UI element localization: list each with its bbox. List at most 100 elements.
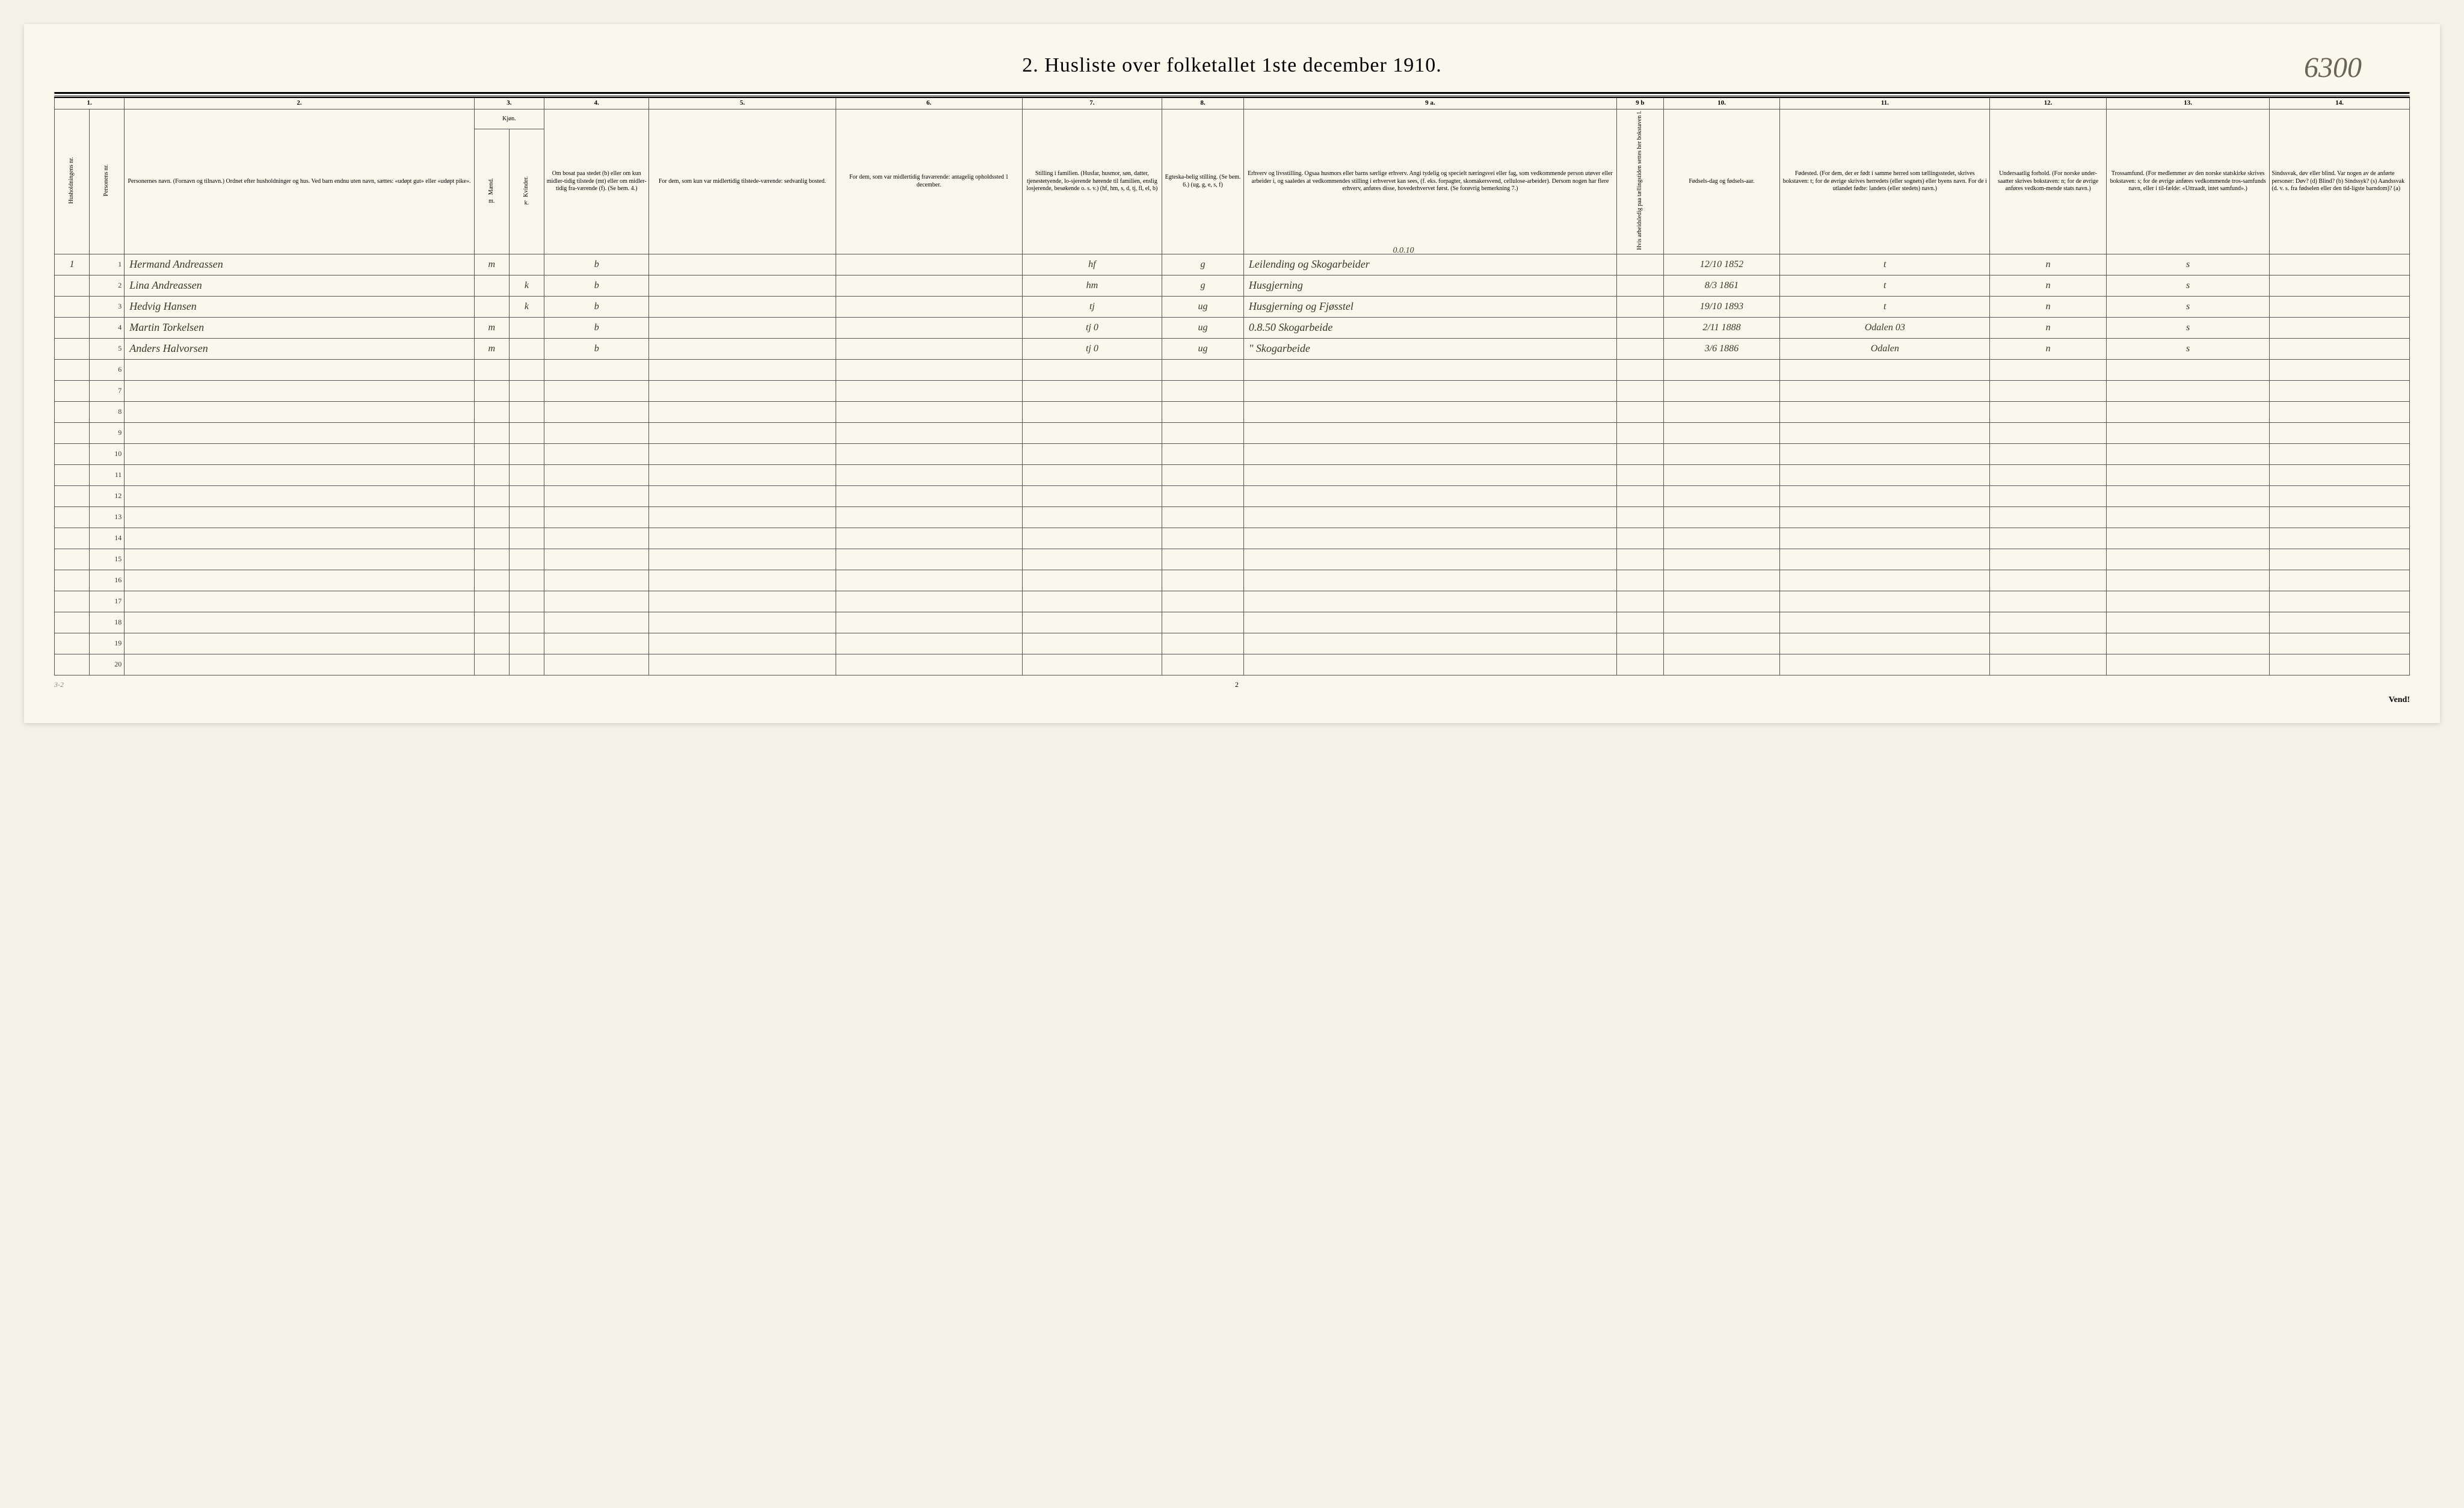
cell-household <box>55 570 90 591</box>
cell-empty <box>2107 464 2270 485</box>
cell-religion: s <box>2107 317 2270 338</box>
cell-empty <box>1162 528 1244 549</box>
cell-family-pos: tj 0 <box>1022 338 1162 359</box>
cell-empty <box>1617 401 1664 422</box>
cell-religion: s <box>2107 296 2270 317</box>
cell-empty <box>1243 633 1616 654</box>
cell-unemployed <box>1617 275 1664 296</box>
cell-empty <box>649 612 836 633</box>
cell-empty <box>1617 443 1664 464</box>
hdr-disability: Sindssvak, døv eller blind. Var nogen av… <box>2270 109 2410 254</box>
cell-empty <box>1617 570 1664 591</box>
hdr-sex: Kjøn. <box>474 109 544 129</box>
hdr-birthplace: Fødested. (For dem, der er født i samme … <box>1780 109 1990 254</box>
cell-empty <box>1162 612 1244 633</box>
cell-empty <box>2270 422 2410 443</box>
handwritten-number: 6300 <box>2304 51 2362 84</box>
cell-person-nr: 8 <box>90 401 125 422</box>
cell-household <box>55 275 90 296</box>
cell-person-nr: 16 <box>90 570 125 591</box>
hdr-temp-absent: For dem, som var midlertidig fraværende:… <box>836 109 1022 254</box>
cell-empty <box>1243 506 1616 528</box>
cell-empty <box>474 506 509 528</box>
cell-empty <box>125 612 474 633</box>
table-row-empty: 19 <box>55 633 2410 654</box>
cell-empty <box>836 591 1022 612</box>
cell-residence: b <box>544 254 649 275</box>
cell-empty <box>649 506 836 528</box>
cell-empty <box>649 654 836 675</box>
cell-empty <box>1243 612 1616 633</box>
cell-empty <box>2107 401 2270 422</box>
cell-empty <box>125 570 474 591</box>
cell-person-nr: 7 <box>90 380 125 401</box>
cell-empty <box>509 549 544 570</box>
cell-unemployed <box>1617 296 1664 317</box>
hdr-temp-present: For dem, som kun var midlertidig tilsted… <box>649 109 836 254</box>
cell-empty <box>2107 654 2270 675</box>
cell-household: 1 <box>55 254 90 275</box>
cell-empty <box>544 506 649 528</box>
cell-person-nr: 15 <box>90 549 125 570</box>
cell-empty <box>1617 633 1664 654</box>
cell-birthplace: t <box>1780 275 1990 296</box>
cell-empty <box>649 570 836 591</box>
cell-household <box>55 485 90 506</box>
cell-empty <box>1617 485 1664 506</box>
cell-occupation: " Skogarbeide <box>1243 338 1616 359</box>
hdr-marital: Egteska-belig stilling. (Se bem. 6.) (ug… <box>1162 109 1244 254</box>
cell-empty <box>544 612 649 633</box>
cell-empty <box>1243 549 1616 570</box>
cell-empty <box>474 591 509 612</box>
cell-empty <box>509 401 544 422</box>
cell-person-nr: 11 <box>90 464 125 485</box>
cell-unemployed <box>1617 254 1664 275</box>
cell-family-pos: hm <box>1022 275 1162 296</box>
hdr-household-nr: Husholdningens nr. <box>55 109 90 254</box>
vend-label: Vend! <box>54 695 2410 705</box>
cell-empty <box>1663 633 1780 654</box>
cell-household <box>55 506 90 528</box>
cell-empty <box>544 380 649 401</box>
census-table: 1. 2. 3. 4. 5. 6. 7. 8. 9 a. 9 b 10. 11.… <box>54 97 2410 676</box>
cell-temp-absent <box>836 254 1022 275</box>
cell-empty <box>544 528 649 549</box>
cell-empty <box>1022 633 1162 654</box>
cell-empty <box>1780 528 1990 549</box>
cell-person-nr: 12 <box>90 485 125 506</box>
cell-household <box>55 464 90 485</box>
cell-empty <box>1780 359 1990 380</box>
cell-empty <box>1162 401 1244 422</box>
cell-empty <box>1162 549 1244 570</box>
cell-empty <box>1663 654 1780 675</box>
cell-empty <box>1617 359 1664 380</box>
table-row-empty: 18 <box>55 612 2410 633</box>
cell-empty <box>1990 422 2107 443</box>
cell-empty <box>509 422 544 443</box>
cell-empty <box>836 359 1022 380</box>
table-row: 11Hermand AndreassenmbhfgLeilending og S… <box>55 254 2410 275</box>
cell-occupation: Husgjerning og Fjøsstel <box>1243 296 1616 317</box>
cell-family-pos: tj 0 <box>1022 317 1162 338</box>
hdr-birthdate: Fødsels-dag og fødsels-aar. <box>1663 109 1780 254</box>
cell-empty <box>649 485 836 506</box>
cell-birthdate: 8/3 1861 <box>1663 275 1780 296</box>
table-row-empty: 17 <box>55 591 2410 612</box>
cell-family-pos: hf <box>1022 254 1162 275</box>
cell-empty <box>544 401 649 422</box>
cell-household <box>55 591 90 612</box>
cell-empty <box>125 443 474 464</box>
footer: 3-2 2 <box>54 680 2410 689</box>
cell-person-nr: 19 <box>90 633 125 654</box>
cell-occupation: Husgjerning <box>1243 275 1616 296</box>
cell-empty <box>1990 570 2107 591</box>
colnum-12: 12. <box>1990 97 2107 109</box>
colnum-8: 8. <box>1162 97 1244 109</box>
cell-empty <box>2107 443 2270 464</box>
cell-empty <box>2270 401 2410 422</box>
cell-empty <box>1780 654 1990 675</box>
table-row-empty: 16 <box>55 570 2410 591</box>
cell-disability <box>2270 296 2410 317</box>
cell-family-pos: tj <box>1022 296 1162 317</box>
table-row-empty: 10 <box>55 443 2410 464</box>
